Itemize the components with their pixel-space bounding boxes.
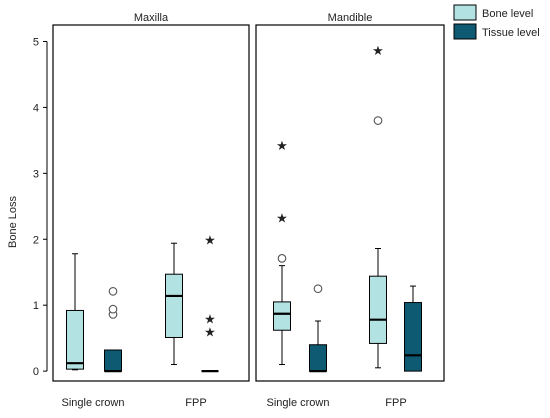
y-axis-title: Bone Loss <box>7 196 19 248</box>
outlier-circle <box>108 286 118 296</box>
y-axis: 0 1 2 3 4 5 <box>33 36 48 378</box>
panel-mandible-frame <box>255 24 445 382</box>
box-bone-level <box>369 275 387 344</box>
y-tick-label: 2 <box>33 234 39 246</box>
outlier-star: ★ <box>276 139 288 154</box>
outlier-star: ★ <box>372 44 384 59</box>
box-tissue-level <box>404 302 422 372</box>
outlier-star: ★ <box>204 326 216 341</box>
x-tick-label: FPP <box>185 397 206 409</box>
x-tick-label: Single crown <box>62 397 125 409</box>
box-tissue-level <box>104 349 122 372</box>
box-bone-level <box>273 301 291 331</box>
outlier-circle <box>373 116 383 125</box>
panel-maxilla-frame <box>52 24 250 382</box>
panel-maxilla-title: Maxilla <box>134 12 169 24</box>
outlier-star: ★ <box>204 233 216 248</box>
box-bone-level <box>165 273 183 338</box>
legend-label-bone-level: Bone level <box>482 8 533 20</box>
panel-maxilla: Maxilla ★★★ Single crown FPP <box>52 12 250 409</box>
outlier-circle <box>313 284 323 294</box>
outlier-circle <box>277 254 287 263</box>
legend: Bone level Tissue level <box>453 4 540 40</box>
legend-swatch-bone-level <box>453 4 477 21</box>
panel-mandible-title: Mandible <box>328 12 373 24</box>
y-tick-label: 4 <box>33 102 39 114</box>
x-tick-label: Single crown <box>267 397 330 409</box>
legend-swatch-tissue-level <box>453 23 477 40</box>
outlier-circle <box>108 304 118 314</box>
y-tick-label: 5 <box>33 36 39 48</box>
x-tick-label: FPP <box>385 397 406 409</box>
y-tick-label: 3 <box>33 168 39 180</box>
panel-mandible: Mandible ★ ★ ★ Single crown FPP <box>255 12 445 409</box>
y-tick-label: 0 <box>33 366 39 378</box>
legend-label-tissue-level: Tissue level <box>482 27 540 39</box>
box-bone-level <box>66 309 84 370</box>
outlier-star: ★ <box>276 212 288 227</box>
outlier-star: ★ <box>204 312 216 327</box>
y-tick-label: 1 <box>33 300 39 312</box>
box-tissue-level <box>309 344 327 372</box>
